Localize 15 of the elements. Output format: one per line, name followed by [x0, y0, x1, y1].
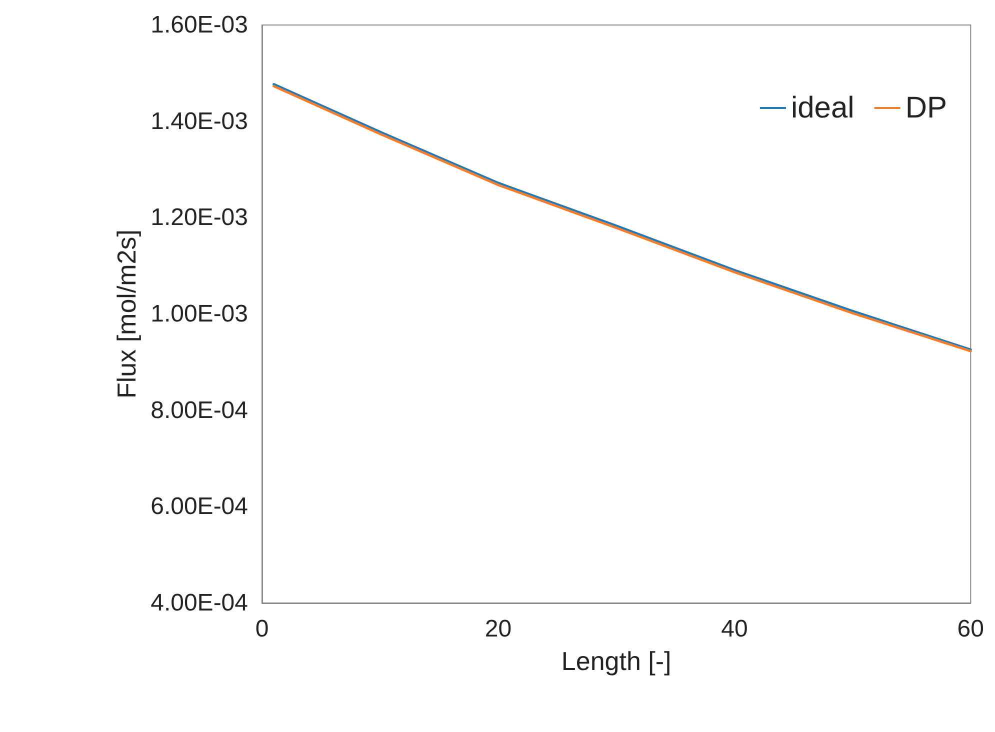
y-tick-label: 1.40E-03	[150, 108, 248, 135]
y-axis-title: Flux [mol/m2s]	[112, 229, 142, 399]
x-tick-label: 20	[484, 616, 512, 642]
x-tick-label: 40	[721, 616, 748, 642]
y-tick-label: 1.00E-03	[150, 300, 248, 328]
legend-label: DP	[905, 92, 948, 124]
y-tick-label: 4.00E-04	[150, 590, 248, 616]
x-axis-title: Length [-]	[561, 646, 672, 676]
y-tick-label: 8.00E-04	[150, 396, 248, 424]
y-tick-label: 1.20E-03	[150, 204, 248, 232]
legend-label: ideal	[790, 92, 854, 124]
y-tick-label: 1.60E-03	[150, 12, 248, 38]
y-tick-label: 6.00E-04	[150, 493, 248, 520]
x-tick-label: 60	[957, 616, 984, 642]
x-tick-label: 0	[255, 616, 269, 642]
